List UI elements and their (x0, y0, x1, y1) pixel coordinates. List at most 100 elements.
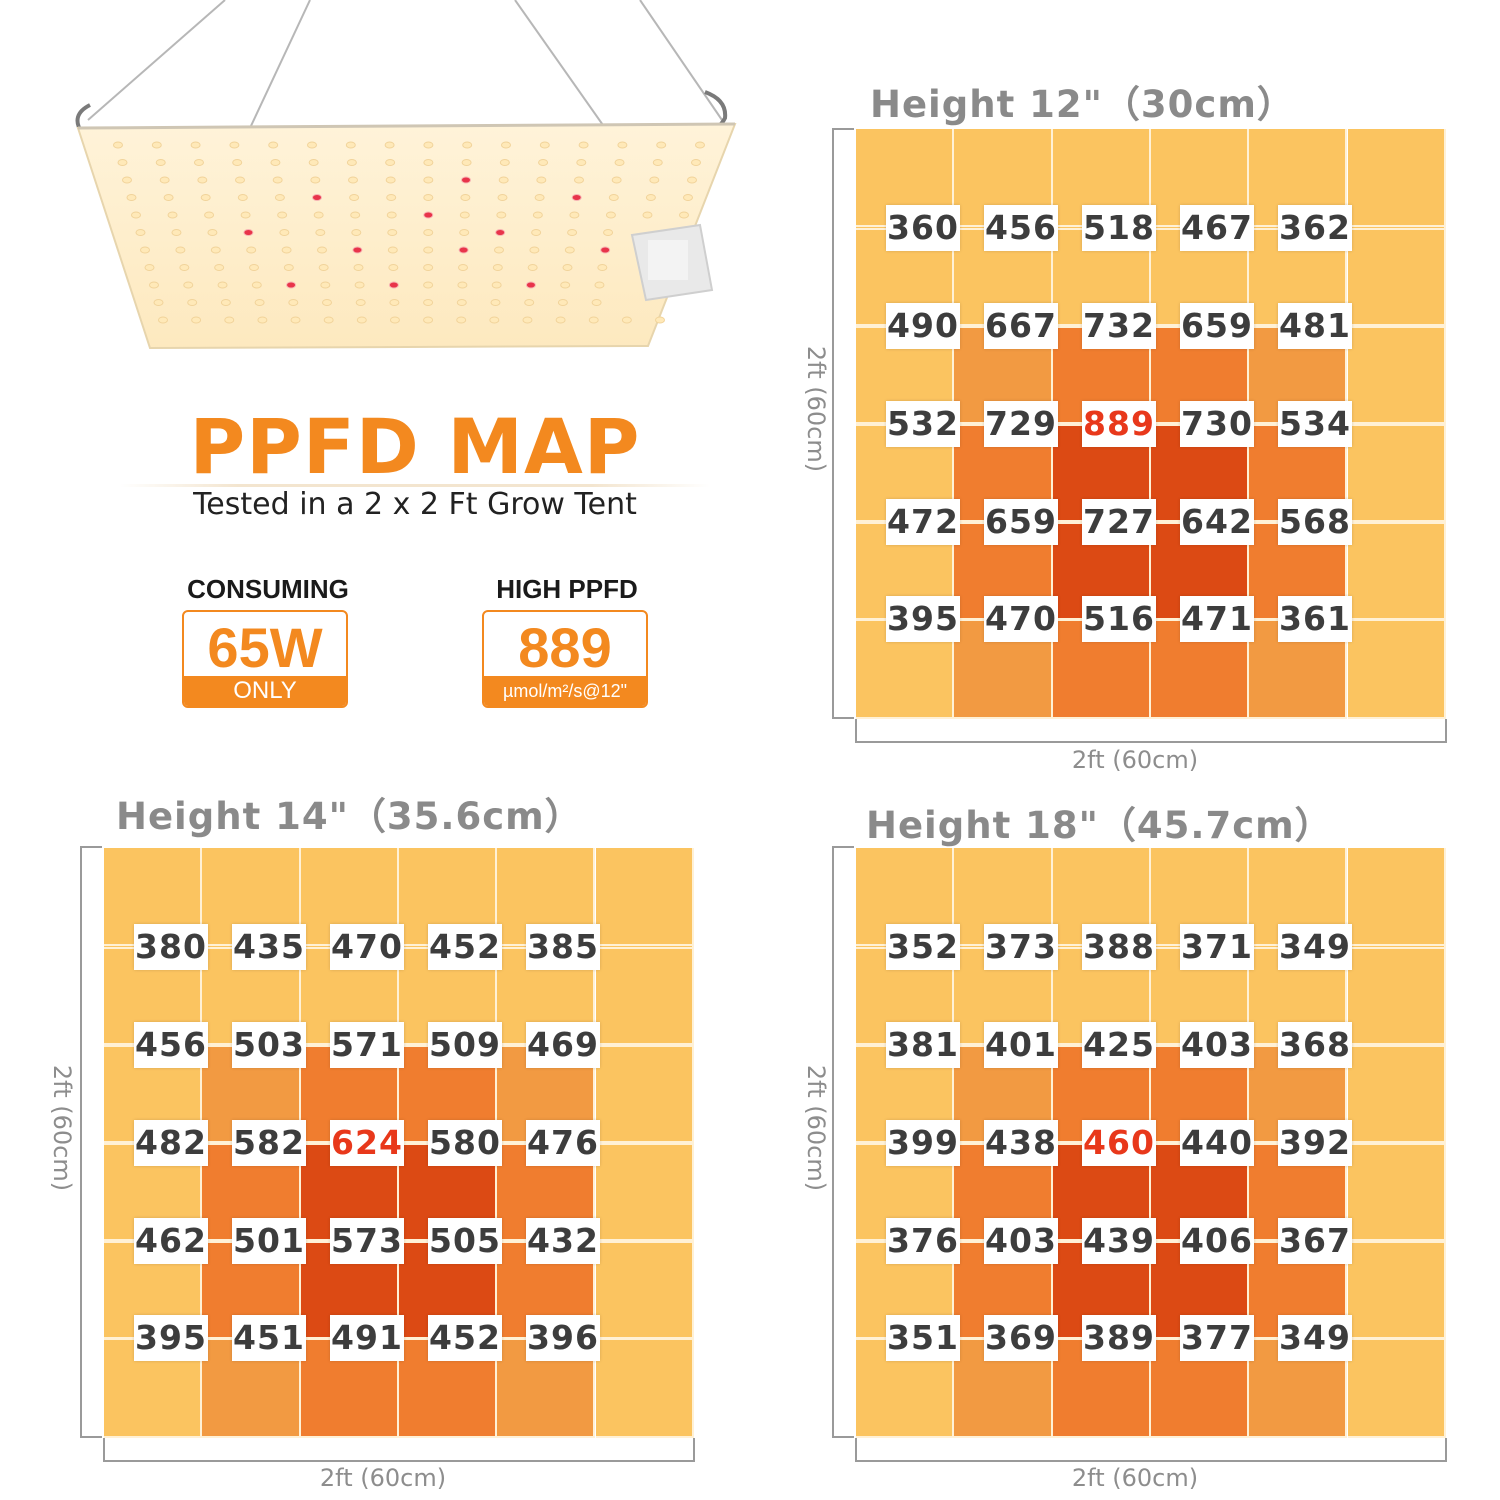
heat-cell (1347, 423, 1446, 523)
ppfd-value: 367 (1278, 1218, 1352, 1264)
ppfd-value: 571 (330, 1022, 404, 1068)
grow-light-panel-icon (75, 0, 737, 350)
ppfd-value: 467 (1180, 205, 1254, 251)
ppfd-value: 388 (1082, 924, 1156, 970)
ppfd-value: 501 (232, 1218, 306, 1264)
ppfd-value: 439 (1082, 1218, 1156, 1264)
ppfd-value: 534 (1278, 401, 1352, 447)
consuming-foot: ONLY (184, 676, 346, 706)
page-title: PPFD MAP (189, 402, 641, 491)
ppfd-value: 371 (1180, 924, 1254, 970)
ppfd-value: 381 (886, 1022, 960, 1068)
map-18-height-bracket (832, 846, 854, 1438)
map-18-width-bracket (855, 1438, 1447, 1462)
ppfd-value: 380 (134, 924, 208, 970)
map-14-grid: 380 435 470 452 385 456 503 571 509 469 482 582 624 5… (104, 848, 694, 1438)
heat-cell (1347, 946, 1446, 1045)
heat-cell (595, 848, 694, 947)
map-12-height-label: 2ft (60cm) (802, 345, 830, 473)
map-12-height-bracket (832, 128, 854, 719)
heat-cell (595, 1241, 694, 1340)
ppfd-value: 472 (886, 499, 960, 545)
high-ppfd-value: 889 (518, 616, 612, 679)
map-18-title: Height 18"（45.7cm） (866, 804, 1333, 847)
ppfd-value: 451 (232, 1315, 306, 1361)
ppfd-value: 369 (984, 1315, 1058, 1361)
ppfd-value: 403 (1180, 1022, 1254, 1068)
map-14-height-bracket (80, 846, 102, 1438)
heat-cell (1347, 620, 1446, 719)
ppfd-value: 385 (526, 924, 600, 970)
ppfd-value: 469 (526, 1022, 600, 1068)
map-14-height-label: 2ft (60cm) (48, 1064, 76, 1192)
high-ppfd-badge: 889 µmol/m²/s@12" (482, 610, 648, 708)
ppfd-value: 396 (526, 1315, 600, 1361)
ppfd-value: 505 (428, 1218, 502, 1264)
map-12-width-bracket (855, 719, 1447, 743)
ppfd-value: 667 (984, 303, 1058, 349)
ppfd-value: 471 (1180, 596, 1254, 642)
page-subtitle: Tested in a 2 x 2 Ft Grow Tent (193, 487, 637, 522)
ppfd-value: 352 (886, 924, 960, 970)
ppfd-value: 425 (1082, 1022, 1156, 1068)
ppfd-value: 349 (1278, 1315, 1352, 1361)
ppfd-value: 440 (1180, 1120, 1254, 1166)
map-14-width-label: 2ft (60cm) (319, 1464, 447, 1492)
ppfd-value: 889 (1082, 401, 1156, 447)
ppfd-value: 727 (1082, 499, 1156, 545)
ppfd-value: 406 (1180, 1218, 1254, 1264)
ppfd-value: 403 (984, 1218, 1058, 1264)
ppfd-value: 452 (428, 1315, 502, 1361)
ppfd-value: 481 (1278, 303, 1352, 349)
ppfd-value: 642 (1180, 499, 1254, 545)
high-ppfd-label: HIGH PPFD (496, 574, 638, 604)
heat-cell (595, 1142, 694, 1242)
heat-cell (1347, 129, 1446, 228)
heat-cell (1347, 325, 1446, 424)
map-12-grid: 360 456 518 467 362 490 667 732 659 481 532 729 889 7… (856, 129, 1446, 719)
heat-cell (1347, 1241, 1446, 1340)
ppfd-value: 456 (984, 205, 1058, 251)
ppfd-value: 456 (134, 1022, 208, 1068)
map-18-width-label: 2ft (60cm) (1071, 1464, 1199, 1492)
consuming-label: CONSUMING (187, 574, 349, 604)
ppfd-value: 392 (1278, 1120, 1352, 1166)
ppfd-value: 377 (1180, 1315, 1254, 1361)
ppfd-value: 462 (134, 1218, 208, 1264)
heat-cell (1347, 227, 1446, 326)
ppfd-value: 351 (886, 1315, 960, 1361)
ppfd-value: 435 (232, 924, 306, 970)
ppfd-value: 732 (1082, 303, 1156, 349)
ppfd-value: 432 (526, 1218, 600, 1264)
heat-cell (1347, 1044, 1446, 1143)
map-12-width-label: 2ft (60cm) (1071, 746, 1199, 774)
ppfd-value: 361 (1278, 596, 1352, 642)
heat-cell (1347, 522, 1446, 621)
ppfd-value: 729 (984, 401, 1058, 447)
map-18-grid: 352 373 388 371 349 381 401 425 403 368 399 438 460 4… (856, 848, 1446, 1438)
ppfd-value: 349 (1278, 924, 1352, 970)
ppfd-value: 373 (984, 924, 1058, 970)
ppfd-value: 516 (1082, 596, 1156, 642)
ppfd-value: 389 (1082, 1315, 1156, 1361)
map-14-width-bracket (103, 1438, 695, 1462)
ppfd-value: 659 (984, 499, 1058, 545)
ppfd-value: 482 (134, 1120, 208, 1166)
ppfd-value: 452 (428, 924, 502, 970)
ppfd-value: 624 (330, 1120, 404, 1166)
ppfd-value: 360 (886, 205, 960, 251)
ppfd-value: 362 (1278, 205, 1352, 251)
ppfd-value: 470 (984, 596, 1058, 642)
ppfd-value: 476 (526, 1120, 600, 1166)
map-18-height-label: 2ft (60cm) (802, 1064, 830, 1192)
ppfd-value: 532 (886, 401, 960, 447)
ppfd-value: 491 (330, 1315, 404, 1361)
heat-cell (1347, 1339, 1446, 1438)
ppfd-value: 490 (886, 303, 960, 349)
ppfd-value: 376 (886, 1218, 960, 1264)
ppfd-value: 659 (1180, 303, 1254, 349)
heat-cell (1347, 848, 1446, 947)
high-ppfd-unit: µmol/m²/s@12" (484, 676, 646, 706)
ppfd-value: 582 (232, 1120, 306, 1166)
ppfd-value: 509 (428, 1022, 502, 1068)
